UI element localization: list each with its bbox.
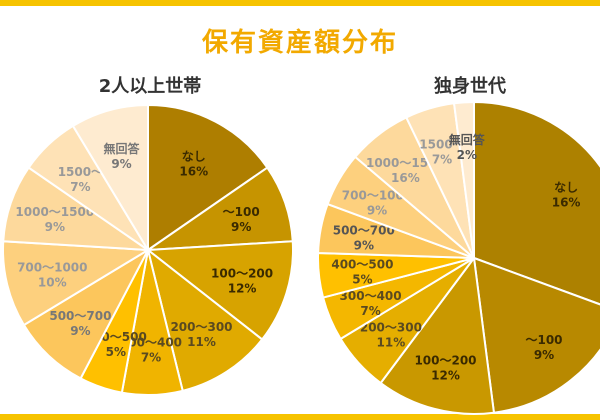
slice-category-label: なし	[182, 150, 206, 164]
slice-category-label: 200～300	[360, 321, 422, 335]
slice-percent-label: 7%	[141, 351, 161, 365]
slice-category-label: 1500～	[58, 165, 103, 179]
slice-category-label: ～100	[223, 205, 260, 219]
slice-category-label: 1000～1500	[15, 205, 94, 219]
pie-slice	[1, 240, 152, 327]
slice-percent-label: 2%	[457, 148, 477, 162]
pie-slice	[146, 247, 264, 393]
pie-slice	[473, 100, 600, 306]
pie-slice	[145, 240, 295, 341]
slice-category-label: 300～400	[120, 336, 182, 350]
slice-percent-label: 16%	[179, 165, 208, 179]
slice-percent-label: 11%	[377, 336, 406, 350]
slice-category-label: 200～300	[170, 320, 232, 334]
slice-percent-label: 5%	[106, 345, 126, 359]
slice-category-label: 100～200	[414, 354, 476, 368]
slice-percent-label: 9%	[45, 220, 65, 234]
slice-percent-label: 5%	[352, 273, 372, 287]
slice-category-label: 500～700	[49, 309, 111, 323]
slice-percent-label: 7%	[70, 180, 90, 194]
right-chart-title: 独身世代	[434, 76, 506, 97]
slice-percent-label: 7%	[360, 304, 380, 318]
slice-percent-label: 7%	[432, 152, 452, 166]
slice-category-label: 100～200	[211, 266, 273, 280]
slice-percent-label: 10%	[38, 276, 67, 290]
slice-percent-label: 16%	[552, 196, 581, 210]
slice-category-label: 700～1000	[17, 261, 87, 275]
pie-slice	[379, 255, 496, 416]
pie-slice	[472, 256, 600, 414]
pie-slice	[452, 100, 475, 259]
pie-slice	[71, 103, 149, 254]
slice-category-label: 700～1000	[342, 188, 412, 202]
slice-percent-label: 16%	[391, 171, 420, 185]
slice-percent-label: 12%	[228, 281, 257, 295]
slice-percent-label: 9%	[231, 220, 251, 234]
left-chart-title: 2人以上世帯	[98, 76, 202, 97]
slice-category-label: 500～700	[333, 224, 395, 238]
slice-percent-label: 9%	[354, 239, 374, 253]
pie-chart-two-person: なし16%～1009%100～20012%200～30011%300～4007%…	[1, 103, 295, 396]
slice-percent-label: 12%	[431, 369, 460, 383]
top-border-bar	[0, 0, 600, 6]
pie-chart-single: なし16%～1009%100～20012%200～30011%300～4007%…	[317, 100, 600, 416]
slice-percent-label: 9%	[367, 203, 387, 217]
slice-category-label: 無回答	[103, 141, 140, 156]
slice-category-label: 400～500	[331, 258, 393, 272]
slice-category-label: 1000～1500	[366, 156, 445, 170]
slice-category-label: 300～400	[340, 289, 402, 303]
page-title: 保有資産額分布	[201, 28, 398, 58]
slice-percent-label: 9%	[534, 348, 554, 362]
slice-percent-label: 11%	[187, 335, 216, 349]
slice-percent-label: 9%	[70, 324, 90, 338]
slice-category-label: 無回答	[449, 132, 486, 147]
slice-percent-label: 9%	[111, 157, 131, 171]
slice-category-label: 1500～	[419, 137, 464, 151]
bottom-border-bar	[0, 414, 600, 420]
slice-category-label: なし	[554, 181, 578, 195]
slice-category-label: ～100	[525, 333, 562, 347]
pie-slice	[147, 103, 269, 252]
